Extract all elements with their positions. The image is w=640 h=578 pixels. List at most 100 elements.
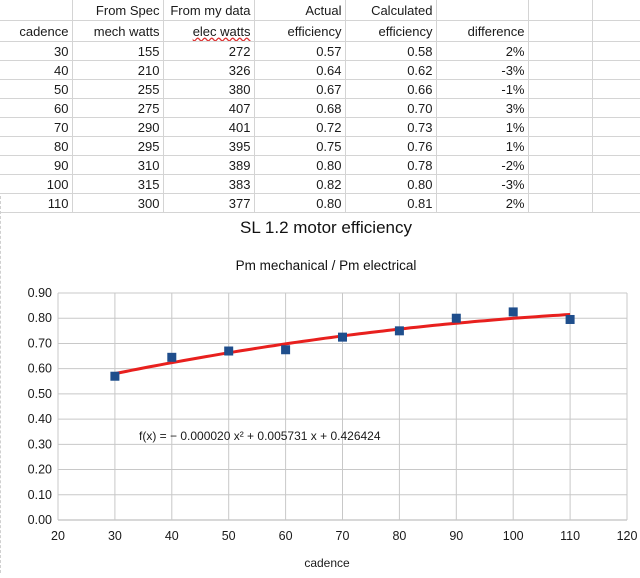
table-row: 60 275 407 0.68 0.70 3% xyxy=(0,98,640,118)
table-cell[interactable]: 60 xyxy=(0,98,73,118)
table-cell[interactable]: 0.73 xyxy=(345,117,437,137)
table-cell[interactable]: 0.70 xyxy=(345,98,437,118)
table-cell[interactable]: 295 xyxy=(72,136,164,156)
table-cell[interactable]: 110 xyxy=(0,193,73,213)
header-cell[interactable] xyxy=(528,0,593,21)
table-cell[interactable]: 0.80 xyxy=(254,155,346,175)
table-cell[interactable] xyxy=(592,79,640,99)
table-cell[interactable]: 90 xyxy=(0,155,73,175)
table-cell[interactable]: 0.64 xyxy=(254,60,346,80)
table-cell[interactable]: 0.58 xyxy=(345,41,437,61)
y-tick-label: 0.10 xyxy=(28,488,52,502)
header-cell[interactable]: elec watts xyxy=(163,20,255,42)
table-cell[interactable]: 383 xyxy=(163,174,255,194)
header-cell[interactable] xyxy=(592,0,640,21)
table-cell[interactable] xyxy=(592,41,640,61)
table-cell[interactable]: 0.72 xyxy=(254,117,346,137)
table-cell[interactable]: -3% xyxy=(436,60,529,80)
table-cell[interactable] xyxy=(528,174,593,194)
table-cell[interactable]: 3% xyxy=(436,98,529,118)
table-cell[interactable]: 0.75 xyxy=(254,136,346,156)
table-cell[interactable]: 275 xyxy=(72,98,164,118)
table-cell[interactable] xyxy=(528,79,593,99)
table-cell[interactable] xyxy=(528,136,593,156)
table-cell[interactable]: 395 xyxy=(163,136,255,156)
table-cell[interactable]: 155 xyxy=(72,41,164,61)
table-cell[interactable]: 0.81 xyxy=(345,193,437,213)
header-cell[interactable] xyxy=(436,0,529,21)
table-cell[interactable]: 272 xyxy=(163,41,255,61)
table-cell[interactable] xyxy=(592,117,640,137)
table-cell[interactable] xyxy=(528,60,593,80)
table-cell[interactable]: -1% xyxy=(436,79,529,99)
table-cell[interactable] xyxy=(528,98,593,118)
table-cell[interactable]: 0.67 xyxy=(254,79,346,99)
data-point xyxy=(224,346,234,356)
table-cell[interactable]: 407 xyxy=(163,98,255,118)
header-cell[interactable]: cadence xyxy=(0,20,73,42)
table-row: 70 290 401 0.72 0.73 1% xyxy=(0,117,640,137)
table-cell[interactable] xyxy=(528,193,593,213)
header-cell[interactable]: From Spec xyxy=(72,0,164,21)
table-cell[interactable]: 0.82 xyxy=(254,174,346,194)
header-cell[interactable]: Actual xyxy=(254,0,346,21)
efficiency-chart[interactable]: SL 1.2 motor efficiency Pm mechanical / … xyxy=(1,196,640,573)
table-cell[interactable]: 0.78 xyxy=(345,155,437,175)
table-cell[interactable]: 0.62 xyxy=(345,60,437,80)
header-cell[interactable]: mech watts xyxy=(72,20,164,42)
table-cell[interactable]: 310 xyxy=(72,155,164,175)
table-cell[interactable] xyxy=(528,41,593,61)
header-cell[interactable]: Calculated xyxy=(345,0,437,21)
table-cell[interactable] xyxy=(592,98,640,118)
header-cell[interactable]: efficiency xyxy=(254,20,346,42)
table-cell[interactable] xyxy=(592,60,640,80)
table-cell[interactable]: 0.68 xyxy=(254,98,346,118)
table-cell[interactable] xyxy=(592,174,640,194)
header-cell[interactable]: From my data xyxy=(163,0,255,21)
table-cell[interactable]: -3% xyxy=(436,174,529,194)
data-point xyxy=(110,371,120,381)
table-cell[interactable]: 315 xyxy=(72,174,164,194)
table-cell[interactable] xyxy=(592,155,640,175)
table-cell[interactable]: 0.80 xyxy=(345,174,437,194)
table-cell[interactable]: 40 xyxy=(0,60,73,80)
table-cell[interactable]: 70 xyxy=(0,117,73,137)
table-cell[interactable]: 0.76 xyxy=(345,136,437,156)
data-point xyxy=(338,332,347,342)
table-cell[interactable]: 1% xyxy=(436,117,529,137)
table-cell[interactable]: 100 xyxy=(0,174,73,194)
chart-area[interactable]: SL 1.2 motor efficiency Pm mechanical / … xyxy=(0,196,640,573)
table-cell[interactable]: 326 xyxy=(163,60,255,80)
table-cell[interactable]: 0.66 xyxy=(345,79,437,99)
table-cell[interactable]: 290 xyxy=(72,117,164,137)
y-tick-label: 0.70 xyxy=(28,336,52,350)
table-row: 30 155 272 0.57 0.58 2% xyxy=(0,41,640,61)
header-cell[interactable]: efficiency xyxy=(345,20,437,42)
table-cell[interactable]: 380 xyxy=(163,79,255,99)
x-tick-label: 50 xyxy=(222,529,236,543)
table-cell[interactable]: 377 xyxy=(163,193,255,213)
table-cell[interactable]: 80 xyxy=(0,136,73,156)
table-cell[interactable]: 210 xyxy=(72,60,164,80)
table-cell[interactable]: -2% xyxy=(436,155,529,175)
table-cell[interactable]: 2% xyxy=(436,41,529,61)
table-cell[interactable]: 401 xyxy=(163,117,255,137)
header-cell[interactable] xyxy=(592,20,640,42)
header-cell[interactable] xyxy=(528,20,593,42)
header-cell[interactable] xyxy=(0,0,73,21)
table-cell[interactable]: 300 xyxy=(72,193,164,213)
table-cell[interactable]: 389 xyxy=(163,155,255,175)
table-cell[interactable] xyxy=(592,136,640,156)
table-cell[interactable]: 30 xyxy=(0,41,73,61)
table-cell[interactable] xyxy=(528,117,593,137)
table-cell[interactable] xyxy=(528,155,593,175)
header-cell[interactable]: difference xyxy=(436,20,529,42)
x-axis-label: cadence xyxy=(304,556,350,570)
table-cell[interactable]: 50 xyxy=(0,79,73,99)
table-cell[interactable]: 255 xyxy=(72,79,164,99)
table-cell[interactable]: 2% xyxy=(436,193,529,213)
table-cell[interactable]: 0.80 xyxy=(254,193,346,213)
data-point xyxy=(167,352,177,362)
table-cell[interactable]: 1% xyxy=(436,136,529,156)
table-cell[interactable]: 0.57 xyxy=(254,41,346,61)
